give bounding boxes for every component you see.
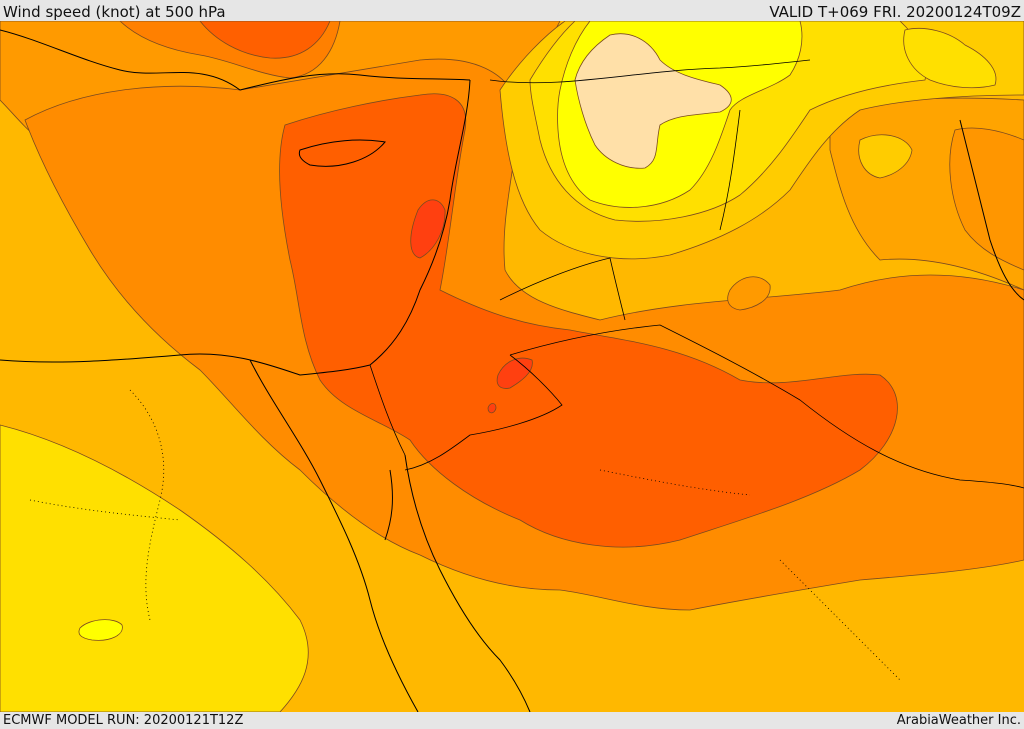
band-light-yellow-sw xyxy=(0,424,309,712)
model-run: ECMWF MODEL RUN: 20200121T12Z xyxy=(3,713,244,728)
valid-time: VALID T+069 FRI. 20200124T09Z xyxy=(769,3,1021,21)
border-syria-iraq xyxy=(489,59,811,84)
band-core-red-lebanon xyxy=(410,199,446,259)
band-core-red-small xyxy=(487,403,497,414)
internal-lines xyxy=(29,389,901,681)
band-yellow-blob-ne xyxy=(903,27,997,89)
coast-gulf-aqaba xyxy=(384,469,393,541)
border-jordan xyxy=(404,354,563,471)
coast-red-sea-east xyxy=(404,454,531,712)
border-syria-iraq-2 xyxy=(499,257,626,321)
coast-levant xyxy=(369,79,471,366)
footer-bar: ECMWF MODEL RUN: 20200121T12Z ArabiaWeat… xyxy=(0,712,1024,729)
band-orange-blob-east xyxy=(727,276,771,311)
coast-cyprus xyxy=(298,139,386,167)
band-bright-yellow-blob xyxy=(78,619,123,641)
credit: ArabiaWeather Inc. xyxy=(896,713,1021,728)
coast-gulf xyxy=(959,119,1024,301)
map-title: Wind speed (knot) at 500 hPa xyxy=(3,3,226,21)
border-egypt-israel xyxy=(369,364,406,456)
band-red-orange-nw xyxy=(199,21,331,59)
coast-egypt-north xyxy=(0,353,371,376)
coast-red-sea-west xyxy=(249,359,419,712)
border-iran-iraq xyxy=(719,109,741,231)
dotted-line-3 xyxy=(599,469,751,496)
dotted-line-4 xyxy=(779,559,901,681)
header-bar: Wind speed (knot) at 500 hPa VALID T+069… xyxy=(0,0,1024,21)
border-iraq-saudi xyxy=(509,324,1024,489)
band-cream-north xyxy=(574,33,732,169)
coast-anatolia xyxy=(0,29,471,91)
band-yellow-blob-e xyxy=(858,134,913,179)
coastlines xyxy=(0,29,1024,712)
wind-speed-map xyxy=(0,21,1024,712)
band-orange-east-2 xyxy=(949,127,1024,271)
dotted-line-1 xyxy=(129,389,165,621)
borders xyxy=(369,59,1024,489)
